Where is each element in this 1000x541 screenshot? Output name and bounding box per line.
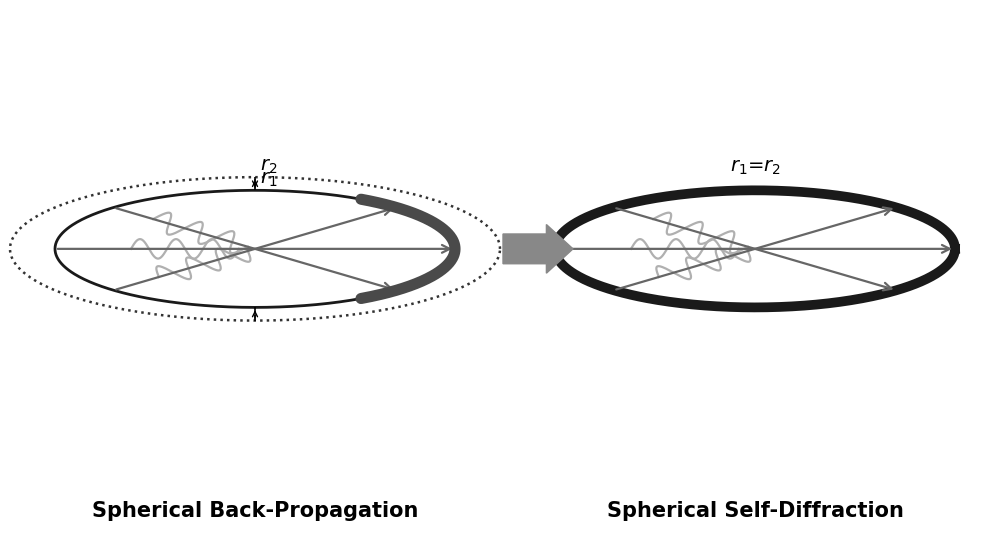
- Text: Spherical Self-Diffraction: Spherical Self-Diffraction: [607, 502, 903, 521]
- Text: Spherical Back-Propagation: Spherical Back-Propagation: [92, 502, 418, 521]
- Text: $r_1$=$r_2$: $r_1$=$r_2$: [730, 158, 780, 177]
- Text: $r_2$: $r_2$: [260, 156, 277, 175]
- FancyArrow shape: [503, 225, 573, 273]
- Text: $r_1$: $r_1$: [260, 170, 277, 189]
